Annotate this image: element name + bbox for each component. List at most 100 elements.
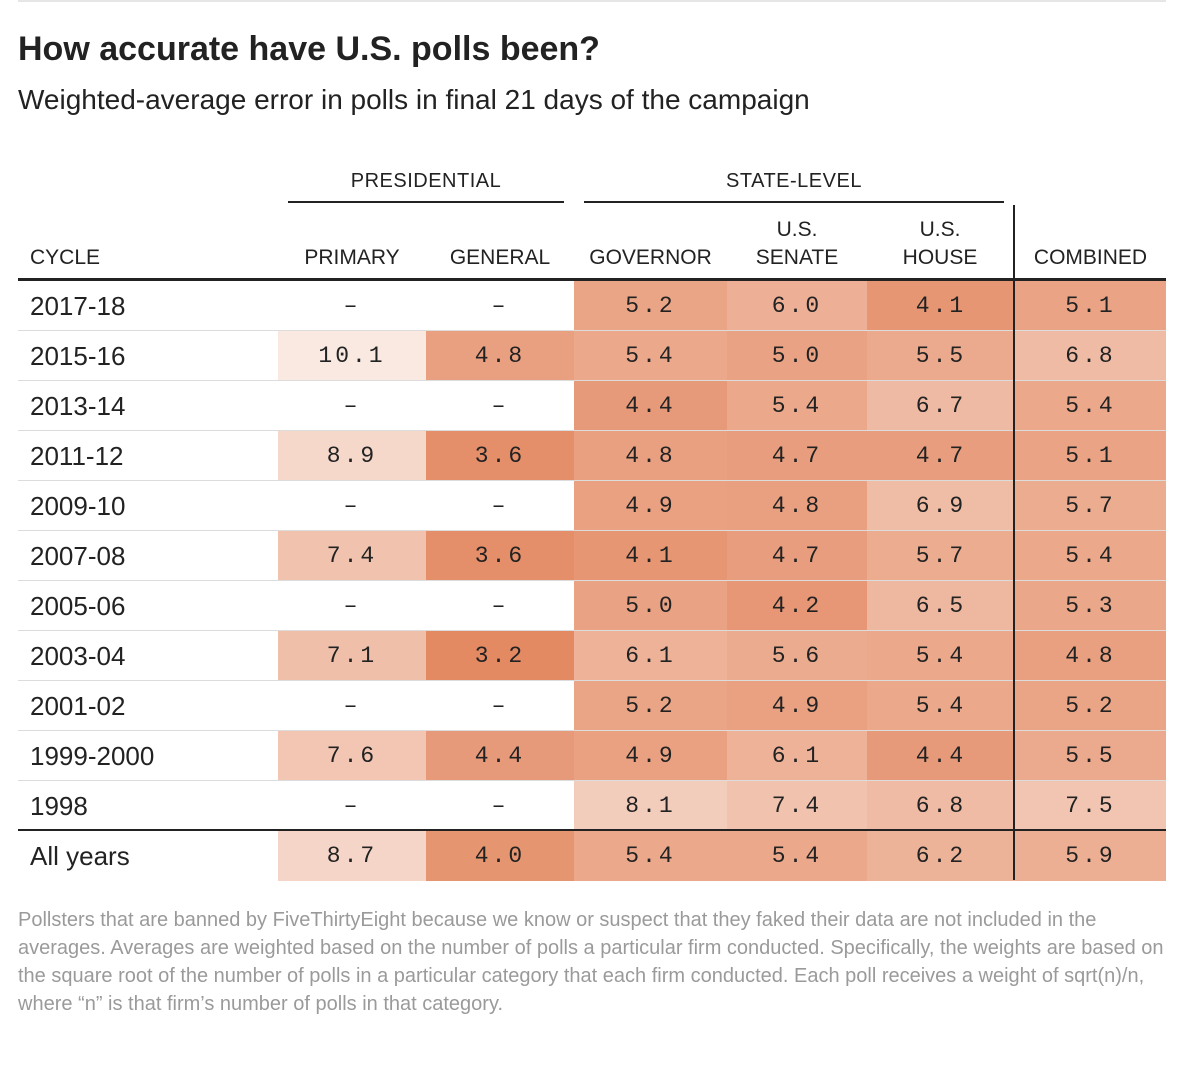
cell-primary: 7.4 xyxy=(278,531,426,581)
cell-combined: 5.3 xyxy=(1015,581,1166,631)
row-divider xyxy=(18,730,1166,731)
cell-senate: 5.4 xyxy=(727,381,867,431)
cell-primary: 7.6 xyxy=(278,731,426,781)
col-governor: GOVERNOR xyxy=(589,246,712,269)
cell-combined: 5.9 xyxy=(1015,831,1166,881)
cell-house: 6.5 xyxy=(867,581,1015,631)
cell-general: 4.8 xyxy=(426,331,574,381)
cell-house: 6.9 xyxy=(867,481,1015,531)
cell-house: 5.5 xyxy=(867,331,1015,381)
row-divider xyxy=(18,430,1166,431)
cell-governor: 6.1 xyxy=(574,631,727,681)
row-label-1998: 1998 xyxy=(30,791,88,821)
cell-general: 3.6 xyxy=(426,531,574,581)
row-label-2001-02: 2001-02 xyxy=(30,691,126,721)
cell-house: 4.1 xyxy=(867,281,1015,331)
row-divider xyxy=(18,780,1166,781)
cell-combined: 5.2 xyxy=(1015,681,1166,731)
cell-house: 4.4 xyxy=(867,731,1015,781)
cell-senate: 6.1 xyxy=(727,731,867,781)
col-house-line2: HOUSE xyxy=(902,246,978,269)
col-senate: U.S. SENATE xyxy=(727,216,867,272)
col-primary: PRIMARY xyxy=(304,246,400,269)
top-rule xyxy=(18,0,1166,2)
group-state-level-rule xyxy=(584,201,1004,203)
cell-governor: 4.9 xyxy=(574,731,727,781)
row-label-2017-18: 2017-18 xyxy=(30,291,126,321)
col-house-line1: U.S. xyxy=(919,218,961,241)
cell-primary: 8.7 xyxy=(278,831,426,881)
cell-governor: 5.0 xyxy=(574,581,727,631)
row-label-2011-12: 2011-12 xyxy=(30,441,124,471)
cell-general: – xyxy=(491,693,509,719)
combined-divider xyxy=(1013,205,1015,880)
row-label-2007-08: 2007-08 xyxy=(30,541,126,571)
cell-senate: 4.2 xyxy=(727,581,867,631)
row-divider xyxy=(18,480,1166,481)
cell-general: 4.0 xyxy=(426,831,574,881)
cell-primary: – xyxy=(343,593,361,619)
cell-governor: 4.4 xyxy=(574,381,727,431)
cell-senate: 4.7 xyxy=(727,431,867,481)
footnote: Pollsters that are banned by FiveThirtyE… xyxy=(18,909,1164,1015)
cell-primary: – xyxy=(343,793,361,819)
cell-combined: 5.4 xyxy=(1015,381,1166,431)
cell-general: – xyxy=(491,393,509,419)
cell-general: 4.4 xyxy=(426,731,574,781)
cell-senate: 7.4 xyxy=(727,781,867,831)
cell-house: 6.7 xyxy=(867,381,1015,431)
row-label-2005-06: 2005-06 xyxy=(30,591,126,621)
cell-combined: 6.8 xyxy=(1015,331,1166,381)
cell-house: 5.4 xyxy=(867,631,1015,681)
cell-general: – xyxy=(491,593,509,619)
cell-primary: – xyxy=(343,393,361,419)
row-label-2015-16: 2015-16 xyxy=(30,341,126,371)
cell-senate: 4.9 xyxy=(727,681,867,731)
col-senate-line1: U.S. xyxy=(776,218,818,241)
group-state-level: STATE-LEVEL xyxy=(726,170,862,192)
cell-primary: – xyxy=(343,493,361,519)
col-house: U.S. HOUSE xyxy=(867,216,1013,272)
row-divider xyxy=(18,380,1166,381)
cell-combined: 5.4 xyxy=(1015,531,1166,581)
row-label-all-years: All years xyxy=(30,841,130,871)
row-divider xyxy=(18,580,1166,581)
cell-combined: 5.7 xyxy=(1015,481,1166,531)
col-cycle: CYCLE xyxy=(30,246,101,269)
cell-house: 5.7 xyxy=(867,531,1015,581)
chart-title: How accurate have U.S. polls been? xyxy=(18,30,600,68)
cell-house: 4.7 xyxy=(867,431,1015,481)
cell-house: 5.4 xyxy=(867,681,1015,731)
cell-general: – xyxy=(491,493,509,519)
row-divider xyxy=(18,680,1166,681)
cell-senate: 5.0 xyxy=(727,331,867,381)
cell-governor: 4.1 xyxy=(574,531,727,581)
cell-primary: – xyxy=(343,693,361,719)
row-divider xyxy=(18,330,1166,331)
col-general: GENERAL xyxy=(449,246,551,269)
cell-general: – xyxy=(491,293,509,319)
chart-subtitle: Weighted-average error in polls in final… xyxy=(18,84,810,115)
cell-house: 6.8 xyxy=(867,781,1015,831)
cell-house: 6.2 xyxy=(867,831,1015,881)
cell-primary: 10.1 xyxy=(278,331,426,381)
cell-combined: 4.8 xyxy=(1015,631,1166,681)
cell-governor: 5.2 xyxy=(574,281,727,331)
cell-senate: 6.0 xyxy=(727,281,867,331)
row-label-2013-14: 2013-14 xyxy=(30,391,126,421)
cell-senate: 4.7 xyxy=(727,531,867,581)
header-rule xyxy=(18,278,1166,281)
cell-governor: 5.4 xyxy=(574,331,727,381)
cell-general: 3.2 xyxy=(426,631,574,681)
cell-primary: 8.9 xyxy=(278,431,426,481)
row-label-2003-04: 2003-04 xyxy=(30,641,126,671)
row-divider xyxy=(18,630,1166,631)
row-label-2009-10: 2009-10 xyxy=(30,491,126,521)
cell-primary: – xyxy=(343,293,361,319)
cell-governor: 8.1 xyxy=(574,781,727,831)
group-presidential-rule xyxy=(288,201,564,203)
cell-governor: 5.4 xyxy=(574,831,727,881)
cell-senate: 4.8 xyxy=(727,481,867,531)
cell-governor: 5.2 xyxy=(574,681,727,731)
cell-combined: 7.5 xyxy=(1015,781,1166,831)
